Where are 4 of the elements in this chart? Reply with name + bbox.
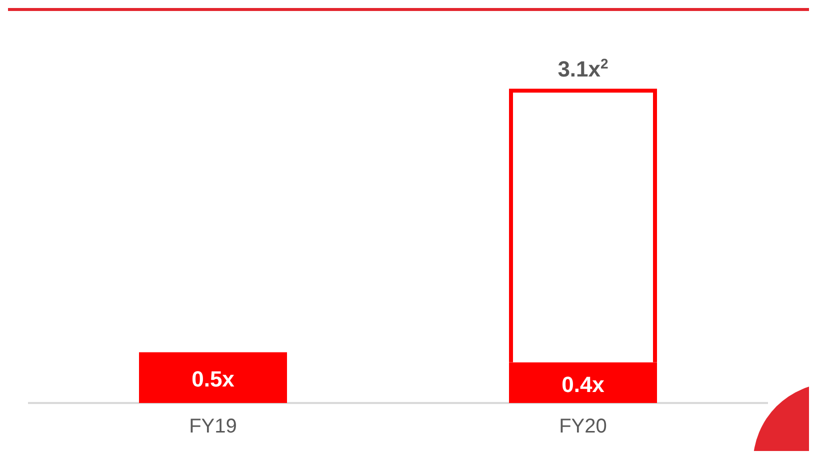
x-tick-label: FY19 — [189, 416, 237, 438]
x-tick-label: FY20 — [559, 416, 607, 438]
data-label: 0.5x — [192, 366, 236, 392]
data-label: 0.4x — [562, 372, 606, 397]
